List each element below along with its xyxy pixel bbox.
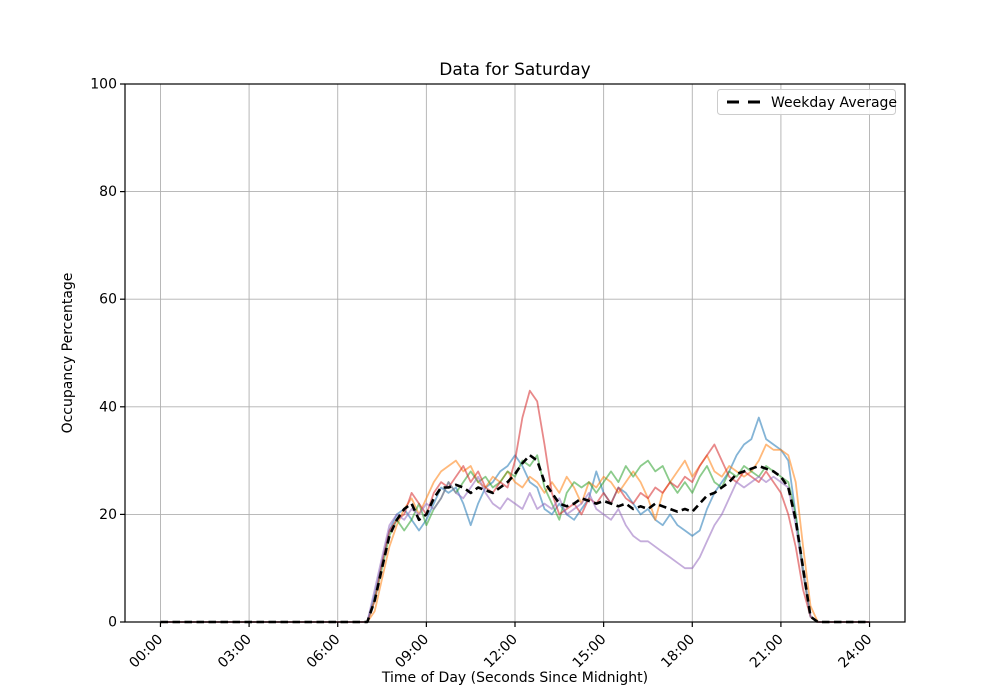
tick-layer: 00:00 03:00 06:00 09:00 12:00 15:00 18:00 21:00… — [90, 77, 875, 672]
x-tick-label: 12:00 — [481, 632, 521, 672]
x-tick-label: 18:00 — [658, 632, 698, 672]
series-line-weekday-average — [160, 453, 870, 624]
x-tick-label: 00:00 — [126, 632, 166, 672]
legend-box — [717, 89, 896, 115]
y-tick-label: 0 — [108, 615, 117, 631]
legend: Weekday Average — [717, 89, 897, 115]
x-tick-label: 24:00 — [836, 632, 876, 672]
x-tick-label: 15:00 — [570, 632, 610, 672]
x-axis-label: Time of Day (Seconds Since Midnight) — [381, 670, 648, 686]
x-tick-label: 21:00 — [747, 632, 787, 672]
y-tick-label: 60 — [99, 292, 117, 308]
chart-title: Data for Saturday — [439, 60, 590, 80]
y-tick-label: 40 — [99, 399, 117, 415]
y-axis-label: Occupancy Percentage — [60, 273, 76, 434]
y-tick-label: 80 — [99, 184, 117, 200]
legend-label: Weekday Average — [771, 95, 897, 111]
y-tick-label: 20 — [99, 507, 117, 523]
x-tick-label: 09:00 — [392, 632, 432, 672]
x-tick-label: 03:00 — [215, 632, 255, 672]
y-tick-label: 100 — [90, 77, 117, 93]
grid-layer — [125, 83, 905, 623]
x-tick-label: 06:00 — [304, 632, 344, 672]
